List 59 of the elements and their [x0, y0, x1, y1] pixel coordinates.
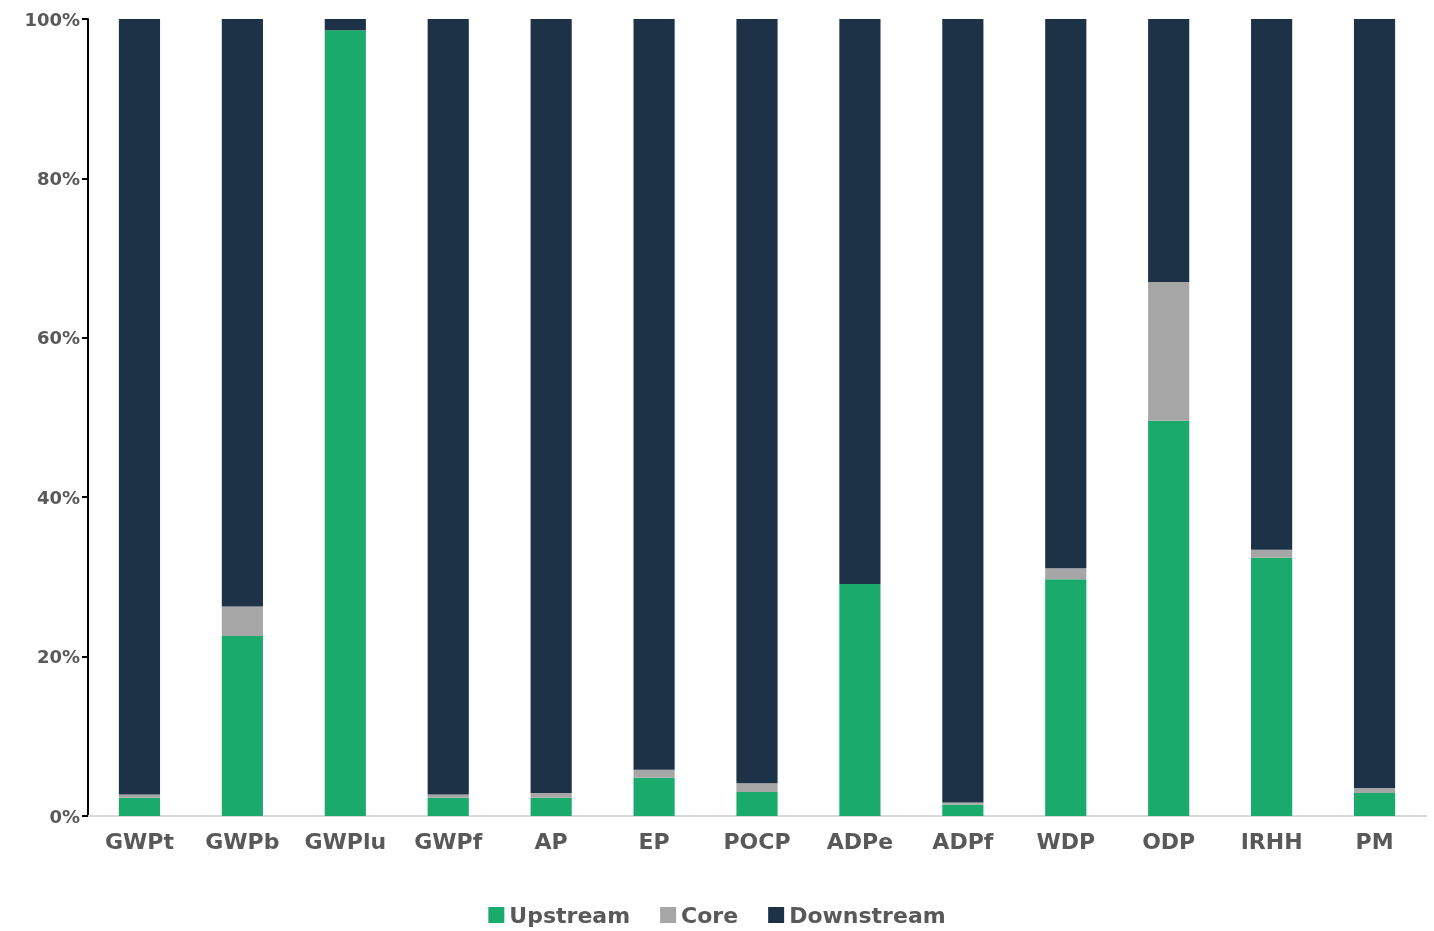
bar [942, 804, 984, 816]
bar [427, 794, 469, 798]
y-tick-label: 100% [24, 8, 80, 30]
bar [1045, 579, 1087, 816]
bar [633, 777, 675, 816]
x-tick-label: IRHH [1240, 828, 1303, 854]
bar [1148, 19, 1190, 283]
x-tick-label: GWPlu [304, 828, 387, 854]
x-tick-label: GWPf [414, 828, 483, 854]
x-tick-label: GWPt [104, 828, 175, 854]
bar [1353, 792, 1396, 816]
legend-label: Downstream [789, 902, 946, 928]
bar [1148, 282, 1190, 421]
bar [839, 19, 881, 585]
bar [1353, 788, 1396, 793]
y-tick-label: 40% [36, 486, 80, 508]
bar [118, 797, 161, 816]
bar [221, 635, 263, 816]
x-tick-label: ADPf [932, 828, 994, 854]
bar [530, 797, 572, 816]
bar [324, 30, 366, 816]
x-tick-label: EP [638, 828, 670, 854]
y-tick-label: 60% [36, 327, 80, 349]
x-tick-label: AP [534, 828, 568, 854]
bar [530, 792, 572, 798]
legend-label: Core [681, 902, 739, 928]
legend-label: Upstream [509, 902, 631, 928]
bar [1353, 19, 1396, 789]
bar [1045, 568, 1087, 580]
y-tick-label: 80% [36, 167, 80, 189]
x-tick-label: PM [1355, 828, 1394, 854]
bar [1251, 557, 1293, 816]
bar [942, 802, 984, 805]
bar [633, 769, 675, 778]
x-tick-label: ODP [1142, 828, 1196, 854]
x-tick-label: GWPb [205, 828, 280, 854]
bar [427, 19, 469, 795]
bar [1251, 19, 1293, 550]
bar [839, 584, 881, 816]
bar [118, 794, 161, 798]
x-tick-label: ADPe [826, 828, 894, 854]
bar [1045, 19, 1087, 569]
x-tick-label: POCP [723, 828, 791, 854]
bar [736, 783, 778, 793]
bar [427, 797, 469, 816]
bar [736, 792, 778, 816]
bar [221, 606, 263, 636]
bar [1251, 549, 1293, 558]
bar [530, 19, 572, 793]
bar [1148, 420, 1190, 816]
y-tick-label: 20% [36, 646, 80, 668]
bar [324, 19, 366, 31]
y-tick-label: 0% [49, 805, 80, 827]
bar [942, 19, 984, 803]
bar [633, 19, 675, 770]
x-tick-label: WDP [1036, 828, 1096, 854]
bar [221, 19, 263, 607]
bar [118, 19, 161, 795]
bar [736, 19, 778, 784]
